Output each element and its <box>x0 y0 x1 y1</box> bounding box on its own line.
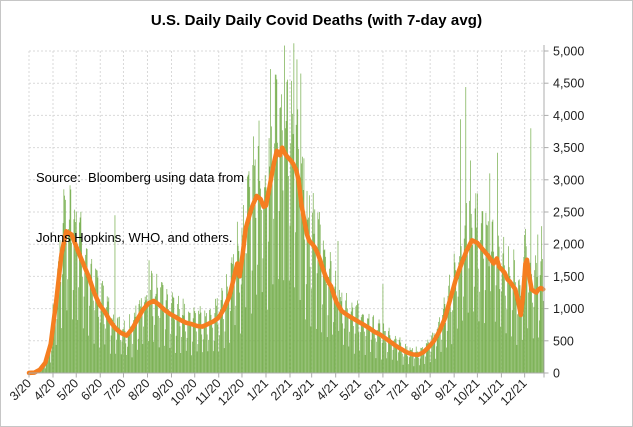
y-tick-label: 3,000 <box>553 173 584 187</box>
y-tick-label: 500 <box>553 334 574 348</box>
source-annotation: Source: Bloomberg using data from Johns … <box>36 128 244 288</box>
x-tick-label: 4/20 <box>31 376 58 403</box>
y-tick-label: 1,500 <box>553 270 584 284</box>
x-tick-label: 10/21 <box>451 376 483 408</box>
chart-title: U.S. Daily Daily Covid Deaths (with 7-da… <box>150 12 483 29</box>
y-tick-label: 5,000 <box>553 45 584 59</box>
x-tick-label: 10/20 <box>168 376 200 408</box>
x-tick-label: 3/21 <box>290 376 317 403</box>
y-tick-label: 4,500 <box>553 77 584 91</box>
source-line-1: Source: Bloomberg using data from <box>36 170 245 185</box>
x-tick-label: 12/20 <box>215 376 247 408</box>
x-tick-label: 3/20 <box>7 376 34 403</box>
daily-bars <box>29 43 544 374</box>
x-tick-label: 8/21 <box>408 376 435 403</box>
y-tick-label: 4,000 <box>553 109 584 123</box>
axes <box>28 45 549 378</box>
x-tick-label: 12/21 <box>498 376 530 408</box>
avg-line <box>26 145 546 376</box>
source-line-2: Johns Hopkins, WHO, and others. <box>36 230 233 245</box>
x-tick-label: 7/20 <box>102 376 129 403</box>
x-axis-labels: 3/204/205/206/207/208/209/2010/2011/2012… <box>7 376 530 408</box>
x-tick-label: 4/21 <box>314 376 341 403</box>
y-tick-label: 3,500 <box>553 141 584 155</box>
x-tick-label: 6/20 <box>78 376 105 403</box>
y-tick-label: 2,000 <box>553 238 584 252</box>
y-tick-label: 2,500 <box>553 206 584 220</box>
x-tick-label: 5/20 <box>54 376 81 403</box>
x-tick-label: 8/20 <box>126 376 153 403</box>
x-tick-label: 5/21 <box>337 376 364 403</box>
y-tick-label: 1,000 <box>553 302 584 316</box>
y-tick-label: 0 <box>553 367 560 381</box>
x-tick-label: 1/21 <box>244 376 271 403</box>
x-tick-label: 2/21 <box>268 376 295 403</box>
x-tick-label: 7/21 <box>384 376 411 403</box>
y-axis-labels: 0 500 1,000 1,500 2,000 2,500 3,000 3,500 4,000 4… <box>553 45 584 381</box>
x-tick-label: 6/21 <box>361 376 388 403</box>
